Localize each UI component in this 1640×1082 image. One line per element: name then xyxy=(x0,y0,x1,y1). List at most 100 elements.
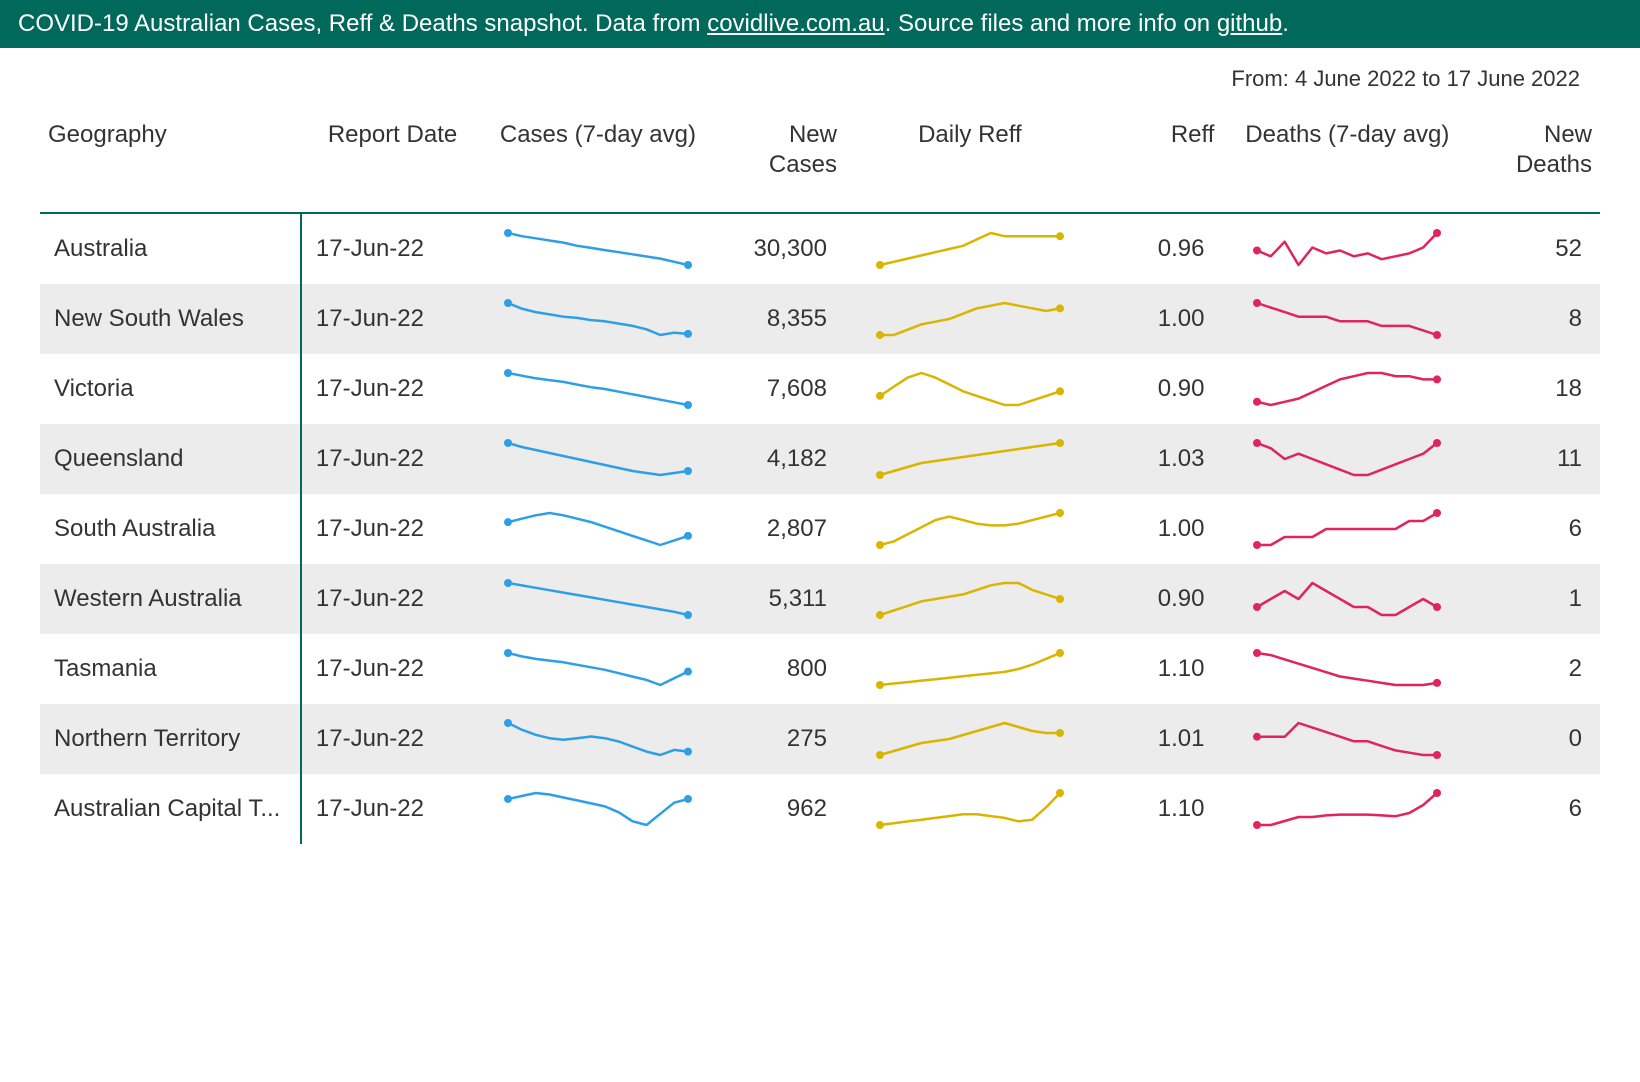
cell-reff: 0.96 xyxy=(1095,213,1223,284)
cell-new_deaths: 6 xyxy=(1472,494,1600,564)
cell-report_date: 17-Jun-22 xyxy=(301,564,484,634)
cell-geography[interactable]: Australian Capital T... xyxy=(40,774,301,844)
cell-new_cases: 962 xyxy=(712,774,845,844)
col-header-new_deaths[interactable]: New Deaths xyxy=(1472,102,1600,213)
cell-geography[interactable]: Northern Territory xyxy=(40,704,301,774)
cell-reff: 0.90 xyxy=(1095,354,1223,424)
reff_spark-sparkline xyxy=(875,648,1065,690)
cell-reff: 1.00 xyxy=(1095,494,1223,564)
cell-report_date: 17-Jun-22 xyxy=(301,213,484,284)
header-text-suffix: . xyxy=(1282,10,1289,37)
cases_spark-sparkline xyxy=(503,718,693,760)
cell-new_deaths: 11 xyxy=(1472,424,1600,494)
cell-cases_spark xyxy=(484,774,712,844)
cell-new_cases: 8,355 xyxy=(712,284,845,354)
cell-report_date: 17-Jun-22 xyxy=(301,704,484,774)
cell-deaths_spark xyxy=(1222,284,1472,354)
col-header-reff_spark[interactable]: Daily Reff xyxy=(845,102,1095,213)
cell-new_cases: 30,300 xyxy=(712,213,845,284)
cell-new_cases: 800 xyxy=(712,634,845,704)
deaths_spark-sparkline xyxy=(1252,788,1442,830)
cell-deaths_spark xyxy=(1222,494,1472,564)
cell-report_date: 17-Jun-22 xyxy=(301,354,484,424)
cell-new_deaths: 18 xyxy=(1472,354,1600,424)
cell-cases_spark xyxy=(484,564,712,634)
cell-geography[interactable]: Tasmania xyxy=(40,634,301,704)
cell-reff_spark xyxy=(845,634,1095,704)
cell-deaths_spark xyxy=(1222,774,1472,844)
reff_spark-sparkline xyxy=(875,508,1065,550)
reff_spark-sparkline xyxy=(875,228,1065,270)
cell-reff_spark xyxy=(845,424,1095,494)
table-row: Victoria17-Jun-22 7,608 0.90 18 xyxy=(40,354,1600,424)
cell-report_date: 17-Jun-22 xyxy=(301,634,484,704)
cell-reff: 1.01 xyxy=(1095,704,1223,774)
cell-deaths_spark xyxy=(1222,564,1472,634)
cell-geography[interactable]: South Australia xyxy=(40,494,301,564)
cell-new_cases: 5,311 xyxy=(712,564,845,634)
reff_spark-sparkline xyxy=(875,298,1065,340)
table-row: Northern Territory17-Jun-222751.010 xyxy=(40,704,1600,774)
cell-reff: 0.90 xyxy=(1095,564,1223,634)
cell-geography[interactable]: Victoria xyxy=(40,354,301,424)
cell-new_cases: 7,608 xyxy=(712,354,845,424)
header-link-github[interactable]: github xyxy=(1217,10,1282,37)
col-header-new_cases[interactable]: New Cases xyxy=(712,102,845,213)
cell-reff_spark xyxy=(845,774,1095,844)
cell-reff_spark xyxy=(845,354,1095,424)
cell-cases_spark xyxy=(484,634,712,704)
col-header-reff[interactable]: Reff xyxy=(1095,102,1223,213)
cell-geography[interactable]: New South Wales xyxy=(40,284,301,354)
cell-cases_spark xyxy=(484,354,712,424)
deaths_spark-sparkline xyxy=(1252,578,1442,620)
cell-new_cases: 2,807 xyxy=(712,494,845,564)
col-header-cases_spark[interactable]: Cases (7-day avg) xyxy=(484,102,712,213)
table-row: Western Australia17-Jun-22 5,311 0.90 1 xyxy=(40,564,1600,634)
cell-geography[interactable]: Western Australia xyxy=(40,564,301,634)
deaths_spark-sparkline xyxy=(1252,298,1442,340)
cases_spark-sparkline xyxy=(503,298,693,340)
col-header-geography[interactable]: Geography xyxy=(40,102,301,213)
cell-new_cases: 4,182 xyxy=(712,424,845,494)
cases_spark-sparkline xyxy=(503,438,693,480)
header-link-covidlive[interactable]: covidlive.com.au xyxy=(707,10,884,37)
cell-geography[interactable]: Australia xyxy=(40,213,301,284)
table-row: Tasmania17-Jun-22 800 1.10 2 xyxy=(40,634,1600,704)
cell-reff_spark xyxy=(845,704,1095,774)
cell-new_deaths: 1 xyxy=(1472,564,1600,634)
cell-deaths_spark xyxy=(1222,424,1472,494)
cases_spark-sparkline xyxy=(503,508,693,550)
cases_spark-sparkline xyxy=(503,228,693,270)
reff_spark-sparkline xyxy=(875,368,1065,410)
cell-cases_spark xyxy=(484,213,712,284)
table-row: Australia17-Jun-22 30,300 0.96 52 xyxy=(40,213,1600,284)
cases_spark-sparkline xyxy=(503,648,693,690)
cell-deaths_spark xyxy=(1222,354,1472,424)
data-table-wrap: GeographyReport DateCases (7-day avg)New… xyxy=(0,102,1640,844)
col-header-report_date[interactable]: Report Date xyxy=(301,102,484,213)
cell-new_deaths: 2 xyxy=(1472,634,1600,704)
cell-report_date: 17-Jun-22 xyxy=(301,774,484,844)
cell-deaths_spark xyxy=(1222,704,1472,774)
cell-new_deaths: 52 xyxy=(1472,213,1600,284)
cell-report_date: 17-Jun-22 xyxy=(301,284,484,354)
cell-reff: 1.10 xyxy=(1095,634,1223,704)
cell-reff: 1.00 xyxy=(1095,284,1223,354)
deaths_spark-sparkline xyxy=(1252,228,1442,270)
cell-reff: 1.10 xyxy=(1095,774,1223,844)
cell-reff_spark xyxy=(845,564,1095,634)
dashboard-root: COVID-19 Australian Cases, Reff & Deaths… xyxy=(0,0,1640,1082)
cell-new_deaths: 6 xyxy=(1472,774,1600,844)
reff_spark-sparkline xyxy=(875,788,1065,830)
cell-reff_spark xyxy=(845,284,1095,354)
cases_spark-sparkline xyxy=(503,788,693,830)
data-table: GeographyReport DateCases (7-day avg)New… xyxy=(40,102,1600,844)
col-header-deaths_spark[interactable]: Deaths (7-day avg) xyxy=(1222,102,1472,213)
cell-deaths_spark xyxy=(1222,634,1472,704)
table-body: Australia17-Jun-2230,3000.9652New South … xyxy=(40,213,1600,844)
table-row: New South Wales17-Jun-228,3551.008 xyxy=(40,284,1600,354)
cell-deaths_spark xyxy=(1222,213,1472,284)
cell-cases_spark xyxy=(484,284,712,354)
cell-reff_spark xyxy=(845,213,1095,284)
cell-geography[interactable]: Queensland xyxy=(40,424,301,494)
